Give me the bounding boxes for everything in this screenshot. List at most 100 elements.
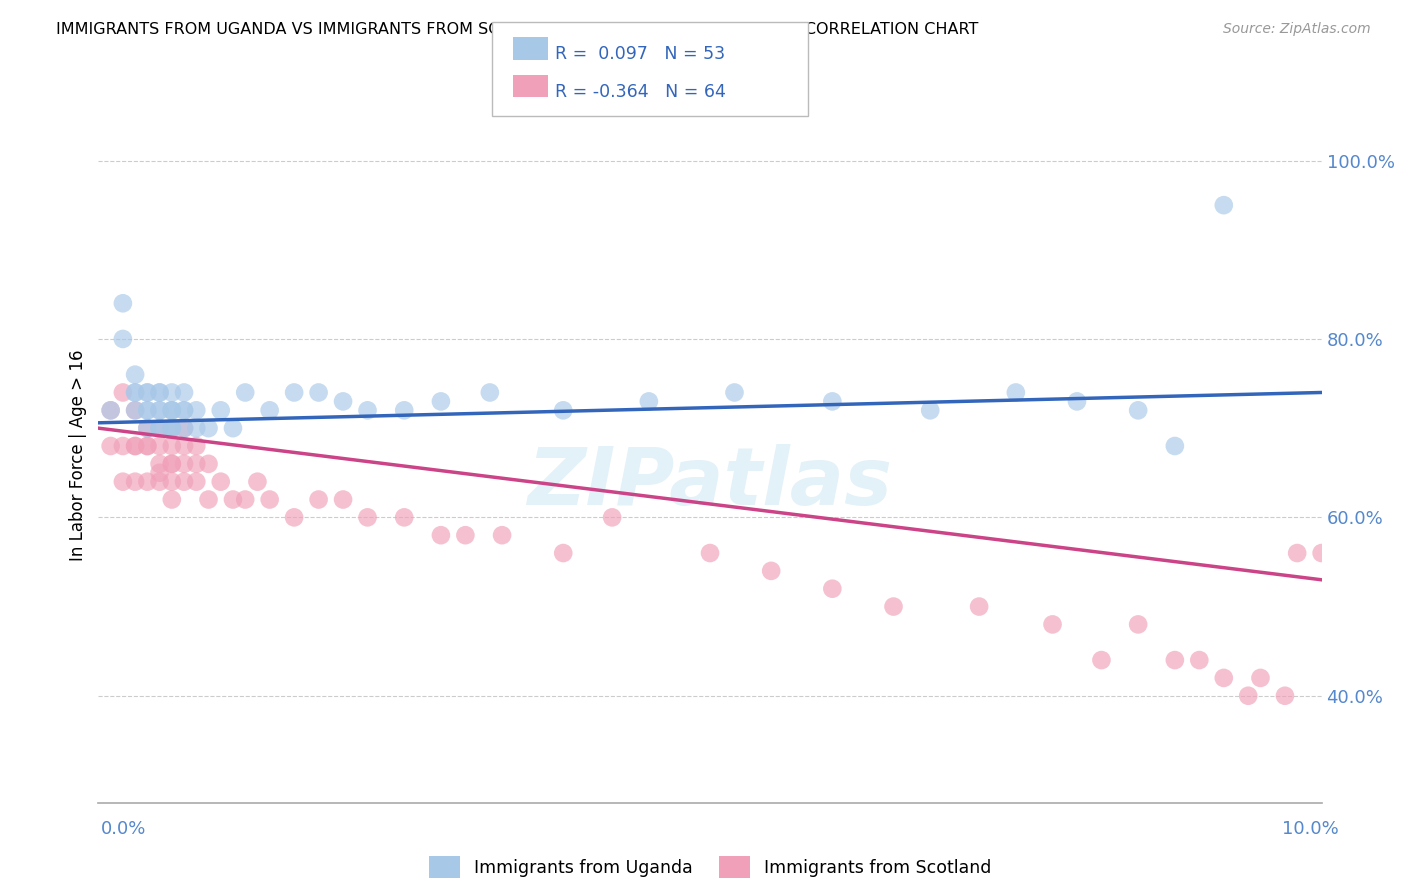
Point — [186, 403, 208, 417]
Point — [1188, 653, 1211, 667]
Point — [124, 475, 146, 489]
Point — [173, 385, 195, 400]
Point — [160, 492, 183, 507]
Point — [149, 403, 172, 417]
Point — [136, 385, 159, 400]
Point — [136, 403, 159, 417]
Point — [160, 421, 183, 435]
Point — [821, 582, 844, 596]
Point — [136, 439, 159, 453]
Point — [173, 439, 195, 453]
Point — [259, 492, 281, 507]
Text: ZIPatlas: ZIPatlas — [527, 443, 893, 522]
Point — [160, 403, 183, 417]
Point — [209, 403, 232, 417]
Point — [883, 599, 905, 614]
Point — [160, 403, 183, 417]
Point — [1042, 617, 1064, 632]
Point — [160, 403, 183, 417]
Point — [1004, 385, 1026, 400]
Point — [553, 403, 575, 417]
Point — [222, 492, 245, 507]
Point — [136, 403, 159, 417]
Text: IMMIGRANTS FROM UGANDA VS IMMIGRANTS FROM SCOTLAND IN LABOR FORCE | AGE > 16 COR: IMMIGRANTS FROM UGANDA VS IMMIGRANTS FRO… — [56, 22, 979, 38]
Point — [392, 510, 416, 524]
Point — [100, 403, 122, 417]
Point — [259, 403, 281, 417]
Point — [160, 475, 183, 489]
Point — [124, 403, 146, 417]
Point — [111, 439, 134, 453]
Point — [246, 475, 269, 489]
Point — [124, 368, 146, 382]
Point — [699, 546, 721, 560]
Point — [197, 421, 219, 435]
Point — [149, 466, 172, 480]
Point — [723, 385, 745, 400]
Point — [173, 421, 195, 435]
Text: Source: ZipAtlas.com: Source: ZipAtlas.com — [1223, 22, 1371, 37]
Point — [149, 421, 172, 435]
Point — [186, 439, 208, 453]
Point — [233, 385, 256, 400]
Point — [149, 421, 172, 435]
Point — [160, 421, 183, 435]
Point — [1310, 546, 1333, 560]
Point — [160, 457, 183, 471]
Point — [454, 528, 477, 542]
Point — [967, 599, 990, 614]
Point — [136, 385, 159, 400]
Point — [1164, 653, 1187, 667]
Point — [821, 394, 844, 409]
Point — [332, 492, 354, 507]
Point — [600, 510, 623, 524]
Point — [160, 421, 183, 435]
Point — [356, 403, 378, 417]
Point — [160, 457, 183, 471]
Point — [111, 332, 134, 346]
Point — [149, 439, 172, 453]
Text: 10.0%: 10.0% — [1282, 820, 1339, 838]
Point — [160, 439, 183, 453]
Point — [1128, 617, 1150, 632]
Point — [136, 421, 159, 435]
Point — [759, 564, 782, 578]
Point — [197, 492, 219, 507]
Point — [1286, 546, 1309, 560]
Point — [100, 439, 122, 453]
Point — [149, 421, 172, 435]
Point — [173, 403, 195, 417]
Point — [149, 385, 172, 400]
Text: 0.0%: 0.0% — [101, 820, 146, 838]
Point — [920, 403, 942, 417]
Point — [160, 421, 183, 435]
Point — [356, 510, 378, 524]
Point — [124, 385, 146, 400]
Point — [222, 421, 245, 435]
Point — [100, 403, 122, 417]
Point — [283, 385, 305, 400]
Point — [283, 510, 305, 524]
Y-axis label: In Labor Force | Age > 16: In Labor Force | Age > 16 — [69, 349, 87, 561]
Point — [149, 403, 172, 417]
Point — [637, 394, 661, 409]
Point — [186, 475, 208, 489]
Point — [209, 475, 232, 489]
Point — [124, 439, 146, 453]
Text: R = -0.364   N = 64: R = -0.364 N = 64 — [555, 83, 727, 101]
Point — [553, 546, 575, 560]
Point — [430, 394, 453, 409]
Point — [1274, 689, 1296, 703]
Point — [233, 492, 256, 507]
Point — [173, 475, 195, 489]
Point — [1249, 671, 1271, 685]
Point — [136, 439, 159, 453]
Text: R =  0.097   N = 53: R = 0.097 N = 53 — [555, 45, 725, 63]
Point — [173, 421, 195, 435]
Point — [149, 475, 172, 489]
Point — [430, 528, 453, 542]
Point — [478, 385, 501, 400]
Point — [173, 457, 195, 471]
Point — [149, 457, 172, 471]
Point — [124, 385, 146, 400]
